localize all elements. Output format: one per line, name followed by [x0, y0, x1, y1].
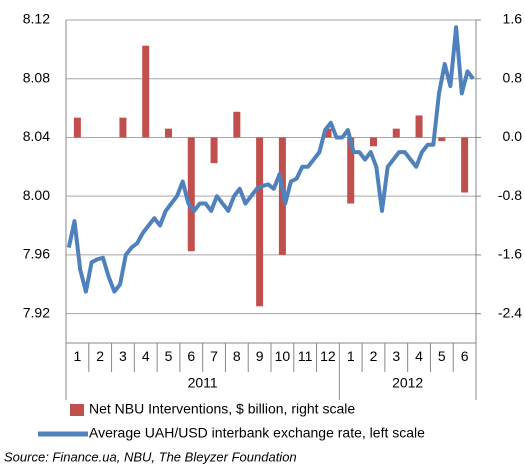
- bar: [210, 137, 218, 164]
- bar: [119, 117, 127, 138]
- x-tick-label: 5: [438, 348, 446, 364]
- x-tick-label: 6: [187, 348, 195, 364]
- x-tick-label: 2: [96, 348, 104, 364]
- legend-label: Net NBU Interventions, $ billion, right …: [89, 401, 355, 417]
- x-tick-label: 3: [119, 348, 127, 364]
- y2-tick-label: -1.6: [498, 246, 522, 262]
- bar: [347, 137, 355, 204]
- x-tick-label: 1: [347, 348, 355, 364]
- bar: [370, 137, 377, 147]
- x-tick-label: 6: [461, 348, 469, 364]
- x-tick-label: 10: [275, 348, 291, 364]
- x-tick-label: 8: [233, 348, 241, 364]
- x-tick-label: 3: [392, 348, 400, 364]
- bar: [73, 117, 81, 138]
- y-tick-label: 8.08: [23, 69, 50, 85]
- source-note: Source: Finance.ua, NBU, The Bleyzer Fou…: [4, 449, 297, 464]
- x-tick-label: 11: [298, 348, 313, 364]
- x-tick-label: 1: [73, 348, 81, 364]
- x-tick-label: 5: [165, 348, 173, 364]
- legend-label: Average UAH/USD interbank exchange rate,…: [89, 425, 425, 441]
- y2-tick-label: -2.4: [498, 304, 522, 320]
- x-tick-label: 2: [370, 348, 378, 364]
- y2-tick-label: 1.6: [503, 11, 523, 27]
- y2-tick-label: 0.8: [503, 69, 523, 85]
- y-tick-label: 8.12: [23, 11, 50, 27]
- rate-line: [66, 25, 475, 294]
- y2-tick-label: -0.8: [498, 187, 522, 203]
- bar: [142, 45, 150, 138]
- year-label: 2011: [188, 375, 218, 391]
- legend-swatch: [70, 404, 84, 416]
- x-tick-label: 12: [320, 348, 336, 364]
- y2-tick-label: 0.0: [503, 128, 523, 144]
- x-tick-label: 4: [415, 348, 423, 364]
- bar: [392, 128, 400, 138]
- bar: [233, 111, 241, 138]
- bar: [415, 115, 423, 138]
- bar: [256, 137, 264, 307]
- y-tick-label: 8.04: [23, 128, 50, 144]
- y-tick-label: 8.00: [23, 187, 50, 203]
- year-label: 2012: [392, 375, 423, 391]
- x-tick-label: 7: [210, 348, 218, 364]
- y-tick-label: 7.92: [23, 304, 50, 320]
- bar: [461, 137, 469, 193]
- y-tick-label: 7.96: [23, 246, 50, 262]
- x-tick-label: 4: [142, 348, 150, 364]
- x-tick-label: 9: [256, 348, 264, 364]
- bar: [438, 137, 446, 142]
- bar: [165, 128, 172, 138]
- bar: [324, 128, 332, 138]
- bar: [187, 137, 195, 252]
